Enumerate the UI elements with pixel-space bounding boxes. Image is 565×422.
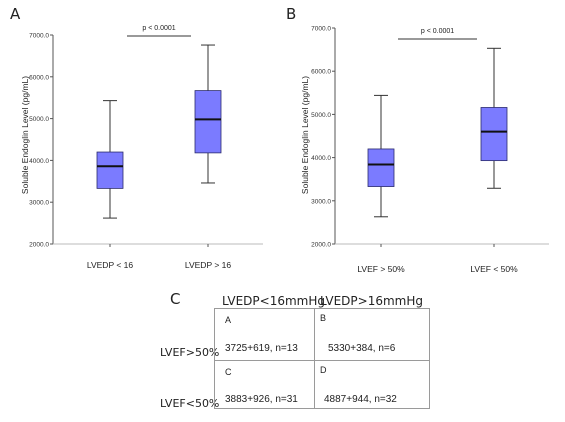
table-divider-horizontal (215, 360, 429, 361)
box-iqr (194, 90, 222, 154)
y-axis-label: Soluble Endoglin Level (pg/mL) (300, 76, 310, 194)
table-col-header-lvedp-low: LVEDP<16mmHg (222, 294, 325, 308)
y-tick-label: 5000.0 (29, 116, 49, 123)
table-cell-value-b: 5330+384, n=6 (328, 343, 396, 354)
x-category-label: LVEDP < 16 (87, 260, 134, 270)
p-value-annotation: p < 0.0001 (142, 25, 175, 32)
table-row-header-lvef-low: LVEF<50% (160, 397, 220, 410)
boxplot-lvef: 2000.0 3000.0 4000.0 5000.0 6000.0 7000.0 Solu… (300, 26, 549, 274)
y-tick-label: 6000.0 (29, 74, 49, 81)
y-tick-label: 3000.0 (29, 200, 49, 207)
table-cell-value-c: 3883+926, n=31 (225, 394, 298, 405)
y-tick-label: 3000.0 (311, 198, 331, 205)
y-tick-label: 5000.0 (311, 112, 331, 119)
table-cell-value-a: 3725+619, n=13 (225, 343, 298, 354)
results-table: A 3725+619, n=13 B 5330+384, n=6 C 3883+… (214, 308, 430, 409)
panel-letter-c: C (170, 290, 181, 308)
y-tick-label: 4000.0 (29, 158, 49, 165)
y-tick-label: 4000.0 (311, 155, 331, 162)
table-col-header-lvedp-high: LVEDP>16mmHg (320, 294, 423, 308)
p-value-annotation: p < 0.0001 (421, 28, 454, 35)
y-tick-label: 7000.0 (29, 33, 49, 40)
y-tick-label: 6000.0 (311, 69, 331, 76)
box-iqr (367, 148, 395, 187)
boxplot-lvedp: 2000.0 3000.0 4000.0 5000.0 6000.0 7000.0 Solu… (20, 25, 263, 270)
table-divider-vertical (314, 309, 315, 408)
panel-letter-a: A (10, 5, 21, 23)
table-cell-letter-b: B (320, 313, 327, 323)
x-category-label: LVEF < 50% (470, 264, 518, 274)
table-cell-value-d: 4887+944, n=32 (324, 394, 397, 405)
panel-letter-b: B (286, 5, 297, 23)
y-tick-label: 2000.0 (311, 242, 331, 249)
box-iqr (96, 151, 124, 189)
y-tick-label: 7000.0 (311, 26, 331, 33)
box-iqr (480, 107, 508, 162)
y-tick-label: 2000.0 (29, 242, 49, 249)
y-axis-label: Soluble Endoglin Level (pg/mL) (20, 76, 30, 194)
x-category-label: LVEDP > 16 (185, 260, 232, 270)
table-row-header-lvef-high: LVEF>50% (160, 346, 220, 359)
table-cell-letter-a: A (225, 315, 232, 325)
table-cell-letter-c: C (225, 367, 232, 377)
table-cell-letter-d: D (320, 365, 327, 375)
x-category-label: LVEF > 50% (357, 264, 405, 274)
